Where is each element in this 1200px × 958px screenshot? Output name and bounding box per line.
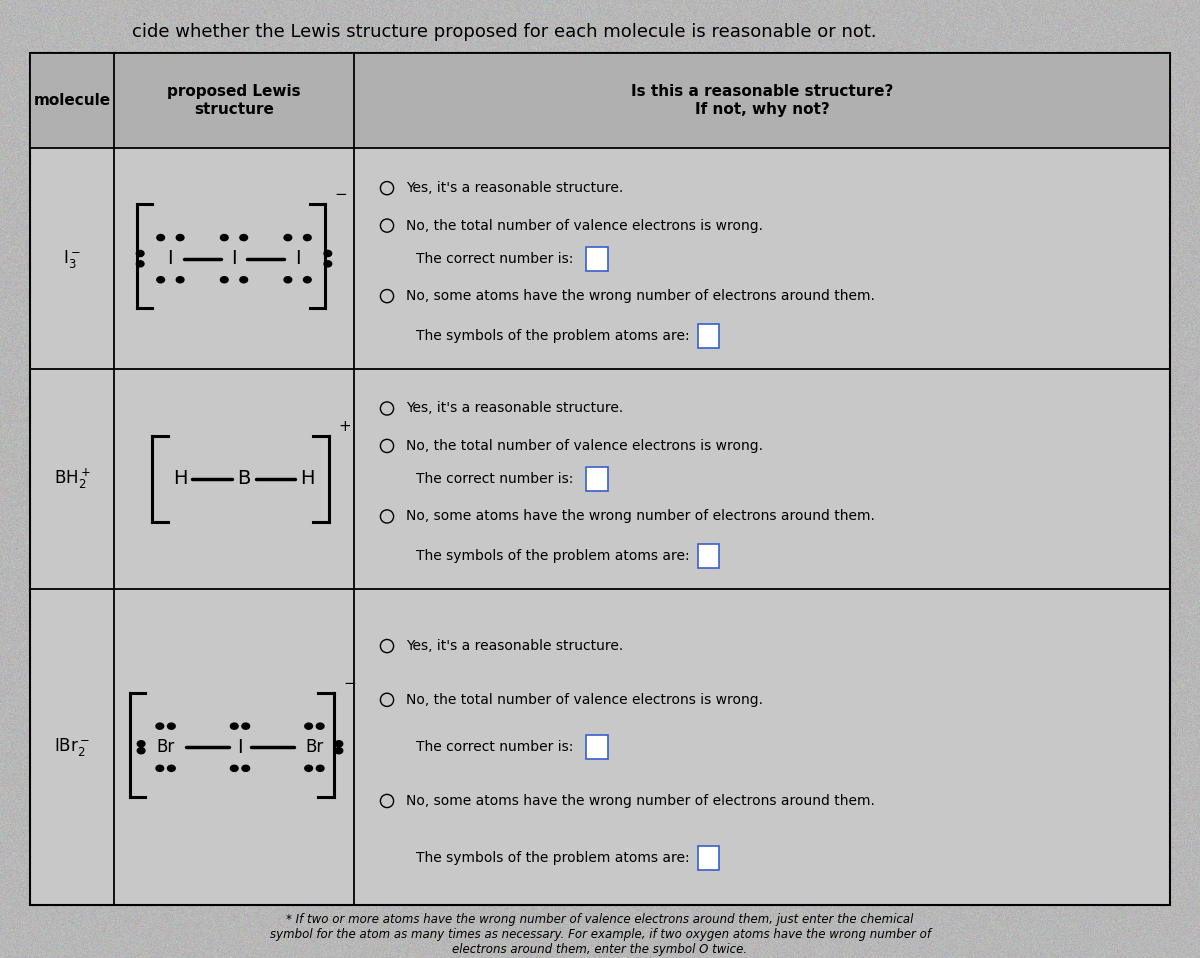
Text: Yes, it's a reasonable structure.: Yes, it's a reasonable structure. bbox=[406, 401, 623, 416]
Circle shape bbox=[221, 277, 228, 283]
Text: The symbols of the problem atoms are:: The symbols of the problem atoms are: bbox=[416, 851, 690, 865]
Circle shape bbox=[157, 277, 164, 283]
Circle shape bbox=[168, 723, 175, 729]
Text: I: I bbox=[168, 249, 173, 268]
Circle shape bbox=[305, 765, 312, 771]
Circle shape bbox=[317, 765, 324, 771]
Circle shape bbox=[156, 765, 163, 771]
Text: The correct number is:: The correct number is: bbox=[416, 472, 574, 486]
Text: * If two or more atoms have the wrong number of valence electrons around them, j: * If two or more atoms have the wrong nu… bbox=[270, 913, 930, 956]
Circle shape bbox=[137, 747, 145, 754]
Text: No, the total number of valence electrons is wrong.: No, the total number of valence electron… bbox=[406, 218, 763, 233]
Circle shape bbox=[176, 235, 184, 240]
Text: No, some atoms have the wrong number of electrons around them.: No, some atoms have the wrong number of … bbox=[406, 794, 875, 808]
Text: H: H bbox=[173, 469, 187, 489]
Text: proposed Lewis
structure: proposed Lewis structure bbox=[167, 84, 301, 117]
Bar bbox=[30, 53, 1170, 905]
Text: cide whether the Lewis structure proposed for each molecule is reasonable or not: cide whether the Lewis structure propose… bbox=[132, 23, 876, 40]
Circle shape bbox=[335, 741, 343, 747]
Text: Is this a reasonable structure?
If not, why not?: Is this a reasonable structure? If not, … bbox=[631, 84, 893, 117]
Bar bbox=[586, 736, 607, 759]
Circle shape bbox=[137, 250, 144, 257]
Circle shape bbox=[284, 235, 292, 240]
Text: $\mathregular{BH_2^+}$: $\mathregular{BH_2^+}$ bbox=[54, 467, 90, 491]
Circle shape bbox=[230, 765, 238, 771]
Circle shape bbox=[242, 765, 250, 771]
Text: No, some atoms have the wrong number of electrons around them.: No, some atoms have the wrong number of … bbox=[406, 289, 875, 303]
Text: Yes, it's a reasonable structure.: Yes, it's a reasonable structure. bbox=[406, 639, 623, 653]
Circle shape bbox=[284, 277, 292, 283]
Text: H: H bbox=[300, 469, 314, 489]
Bar bbox=[697, 544, 719, 568]
Text: I: I bbox=[295, 249, 300, 268]
Circle shape bbox=[230, 723, 238, 729]
Bar bbox=[586, 247, 607, 271]
Circle shape bbox=[304, 277, 311, 283]
Text: −: − bbox=[343, 675, 356, 691]
Text: Br: Br bbox=[305, 739, 324, 756]
Circle shape bbox=[221, 235, 228, 240]
Circle shape bbox=[156, 723, 163, 729]
Text: $\mathregular{I_3^-}$: $\mathregular{I_3^-}$ bbox=[64, 248, 80, 269]
Text: No, the total number of valence electrons is wrong.: No, the total number of valence electron… bbox=[406, 693, 763, 707]
Text: $\mathregular{IBr_2^-}$: $\mathregular{IBr_2^-}$ bbox=[54, 737, 90, 758]
Text: Br: Br bbox=[156, 739, 175, 756]
Circle shape bbox=[335, 747, 343, 754]
Circle shape bbox=[305, 723, 312, 729]
Bar bbox=[30, 53, 1170, 148]
Circle shape bbox=[176, 277, 184, 283]
Text: molecule: molecule bbox=[34, 93, 110, 108]
Circle shape bbox=[324, 261, 331, 267]
Text: No, the total number of valence electrons is wrong.: No, the total number of valence electron… bbox=[406, 439, 763, 453]
Circle shape bbox=[304, 235, 311, 240]
Text: +: + bbox=[338, 419, 352, 434]
Text: The correct number is:: The correct number is: bbox=[416, 252, 574, 265]
Circle shape bbox=[168, 765, 175, 771]
Circle shape bbox=[240, 277, 247, 283]
Circle shape bbox=[240, 235, 247, 240]
Bar bbox=[586, 468, 607, 491]
Circle shape bbox=[137, 741, 145, 747]
Text: I: I bbox=[238, 738, 242, 757]
Text: The symbols of the problem atoms are:: The symbols of the problem atoms are: bbox=[416, 549, 690, 563]
Text: B: B bbox=[236, 469, 251, 489]
Circle shape bbox=[242, 723, 250, 729]
Bar bbox=[697, 324, 719, 348]
Text: −: − bbox=[335, 187, 348, 202]
Circle shape bbox=[317, 723, 324, 729]
Text: Yes, it's a reasonable structure.: Yes, it's a reasonable structure. bbox=[406, 181, 623, 195]
Text: No, some atoms have the wrong number of electrons around them.: No, some atoms have the wrong number of … bbox=[406, 510, 875, 523]
Text: I: I bbox=[232, 249, 236, 268]
Circle shape bbox=[157, 235, 164, 240]
Text: The symbols of the problem atoms are:: The symbols of the problem atoms are: bbox=[416, 329, 690, 343]
Text: The correct number is:: The correct number is: bbox=[416, 741, 574, 754]
Circle shape bbox=[137, 261, 144, 267]
Circle shape bbox=[324, 250, 331, 257]
Bar bbox=[697, 846, 719, 870]
